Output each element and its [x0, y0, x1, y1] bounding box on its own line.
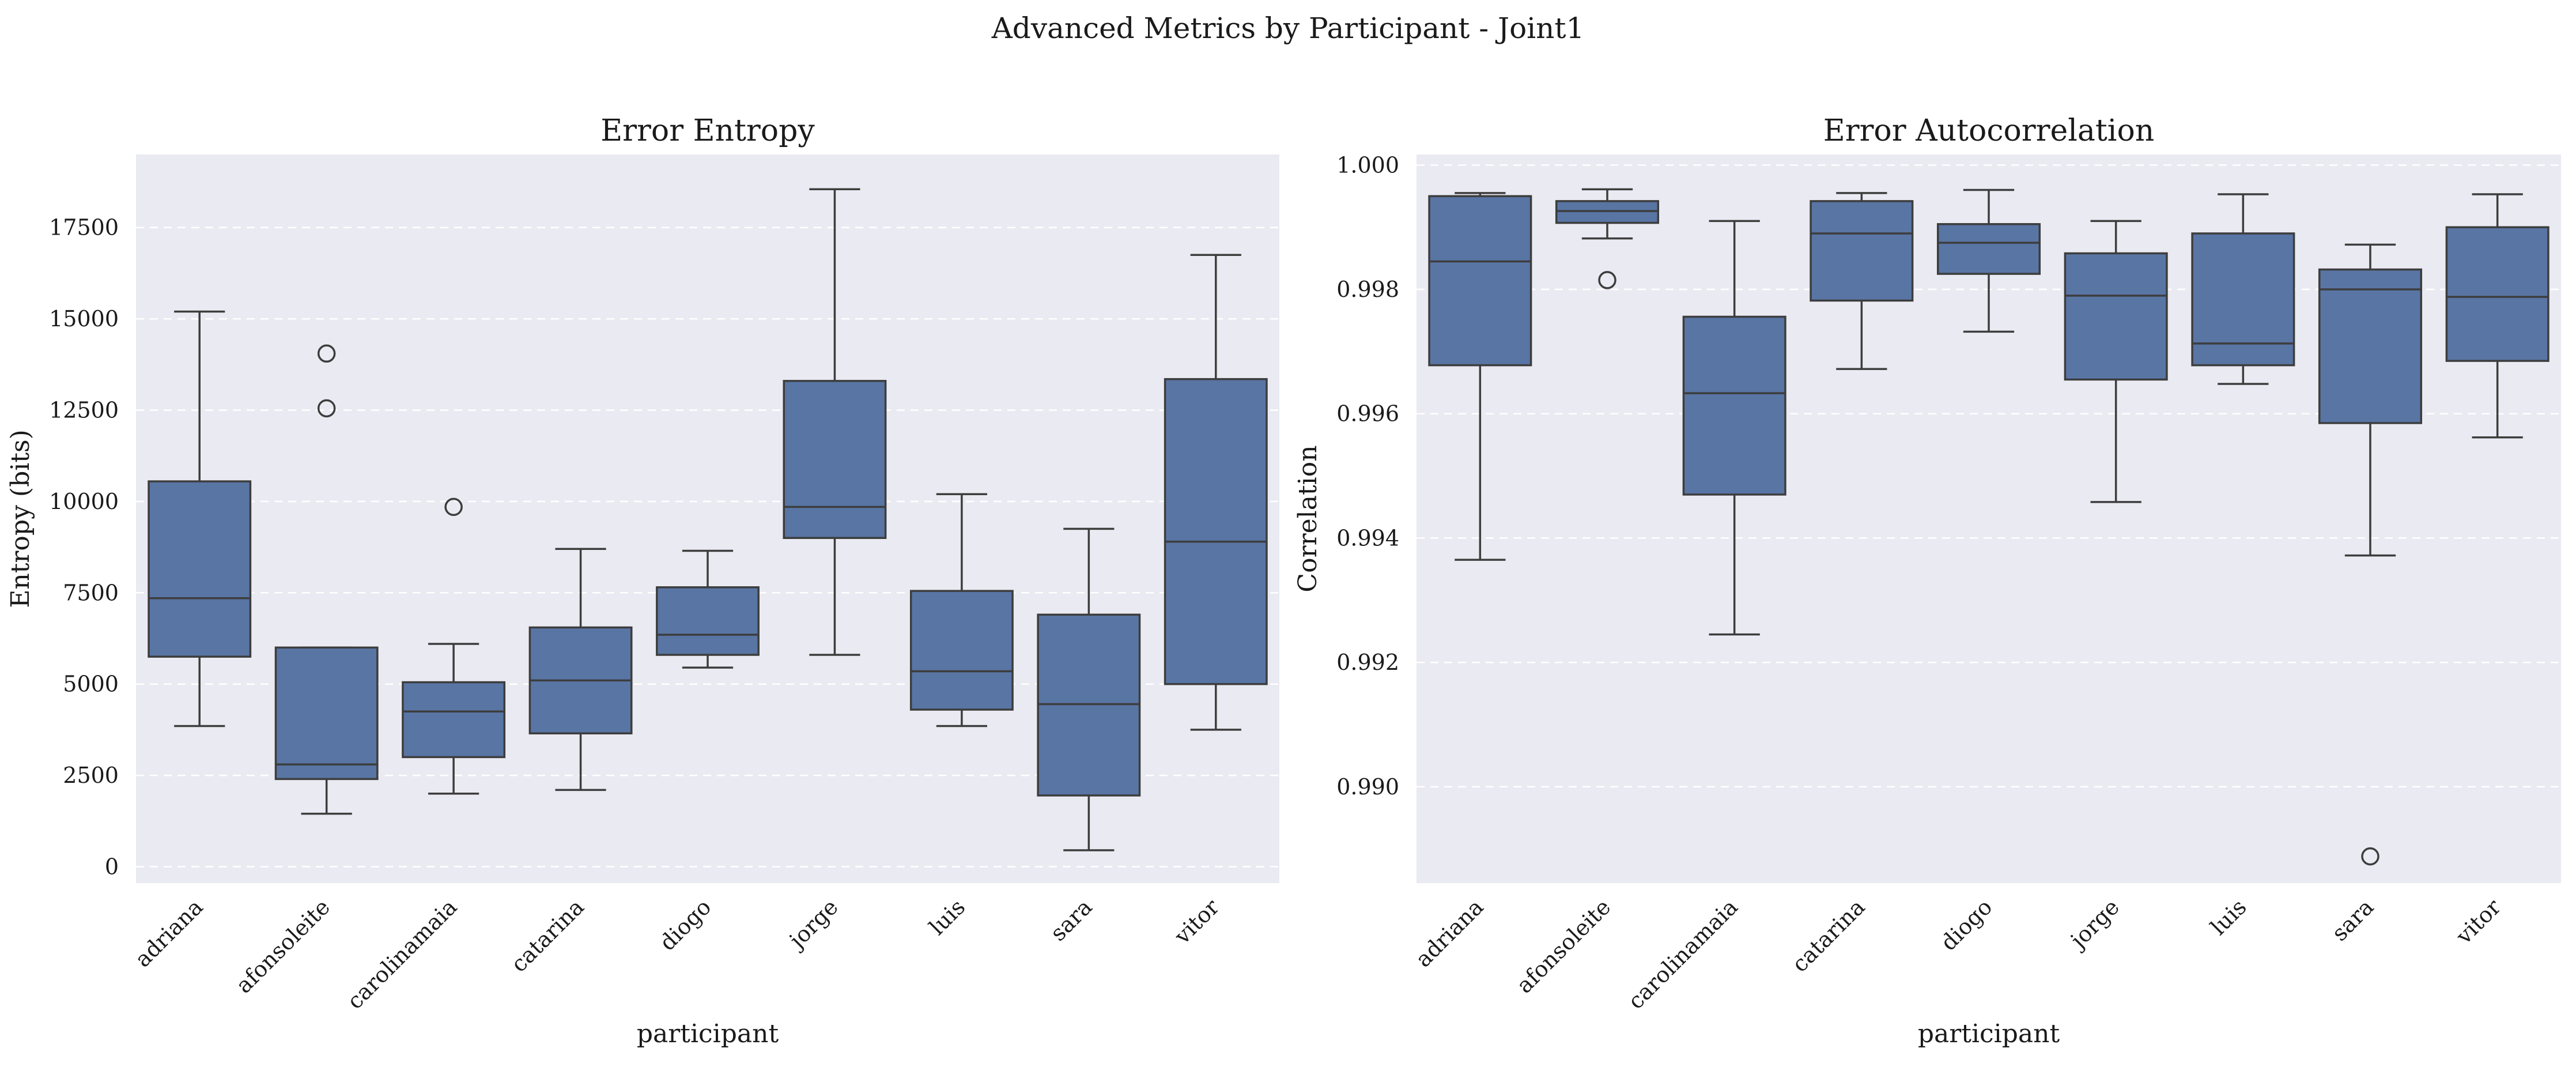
entropy-ytick-label: 5000	[63, 672, 119, 697]
entropy-box-diogo	[656, 549, 760, 669]
outlier-point	[2361, 847, 2379, 866]
autocorr-xtick-label: vitor	[2451, 894, 2506, 949]
entropy-box-vitor	[1164, 254, 1268, 731]
autocorr-ytick-label: 0.996	[1336, 401, 1399, 427]
entropy-xtick-label: carolinamaia	[342, 894, 462, 1014]
entropy-xtick-label: diogo	[655, 894, 716, 955]
autocorr-x-axis-label: participant	[1918, 1019, 2060, 1049]
iqr-box	[2191, 232, 2295, 367]
entropy-ytick-label: 12500	[49, 398, 119, 423]
iqr-box	[274, 646, 379, 781]
autocorr-box-vitor	[2445, 193, 2549, 439]
entropy-ytick-label: 15000	[49, 306, 119, 331]
entropy-box-catarina	[528, 548, 633, 791]
entropy-box-carolinamaia	[402, 497, 506, 795]
autocorr-ytick-label: 1.000	[1336, 152, 1399, 178]
entropy-box-adriana	[148, 310, 252, 727]
entropy-ytick-label: 17500	[49, 215, 119, 240]
entropy-xtick-label: jorge	[783, 894, 843, 954]
iqr-box	[148, 480, 252, 658]
outlier-point	[1598, 271, 1616, 289]
entropy-box-sara	[1037, 527, 1141, 851]
outlier-point	[444, 497, 463, 516]
entropy-y-axis-label: Entropy (bits)	[6, 429, 35, 608]
entropy-xtick-label: adriana	[130, 894, 207, 972]
iqr-box	[2445, 226, 2549, 362]
iqr-box	[783, 380, 887, 540]
autocorr-ytick-label: 0.994	[1336, 525, 1399, 551]
entropy-xtick-label: sara	[1045, 894, 1097, 946]
entropy-box-luis	[909, 493, 1014, 727]
entropy-ytick-label: 0	[105, 854, 119, 879]
autocorrelation-panel: 0.990 0.992 0.994 0.996 0.998 1.000 adriana afo…	[1293, 114, 2561, 1049]
iqr-box	[1428, 195, 1532, 367]
autocorr-xtick-label: afonsoleite	[1512, 894, 1615, 998]
entropy-ytick-label: 7500	[63, 580, 119, 605]
entropy-xtick-label: luis	[924, 894, 970, 940]
iqr-box	[1164, 378, 1268, 685]
entropy-ytick-label: 10000	[49, 489, 119, 514]
entropy-title: Error Entropy	[600, 114, 815, 148]
autocorr-box-carolinamaia	[1682, 220, 1786, 636]
iqr-box	[2318, 268, 2423, 424]
entropy-box-jorge	[783, 188, 887, 656]
autocorr-xtick-label: jorge	[2064, 894, 2124, 954]
autocorr-box-catarina	[1810, 192, 1914, 370]
entropy-panel: 0 2500 5000 7500 10000 12500 15000 17500 adriana…	[6, 114, 1279, 1049]
autocorr-box-diogo	[1936, 188, 2041, 333]
autocorr-box-luis	[2191, 193, 2295, 385]
autocorr-xtick-label: adriana	[1411, 894, 1489, 972]
entropy-xtick-label: vitor	[1169, 894, 1225, 949]
autocorr-y-axis-label: Correlation	[1293, 445, 1323, 592]
autocorr-xtick-label: luis	[2205, 894, 2251, 940]
entropy-box-afonsoleite	[274, 344, 379, 815]
outlier-point	[317, 344, 336, 363]
iqr-box	[1810, 200, 1914, 302]
iqr-box	[2064, 252, 2168, 381]
autocorr-ytick-label: 0.992	[1336, 650, 1399, 675]
autocorr-xtick-label: catarina	[1787, 894, 1870, 977]
outlier-point	[317, 399, 336, 418]
iqr-box	[1936, 223, 2041, 275]
autocorr-xtick-label: carolinamaia	[1623, 894, 1743, 1014]
entropy-ytick-label: 2500	[63, 763, 119, 788]
entropy-xtick-label: catarina	[506, 894, 589, 977]
iqr-box	[656, 586, 760, 656]
autocorr-box-afonsoleite	[1555, 188, 1660, 289]
iqr-box	[1682, 315, 1786, 496]
autocorr-box-jorge	[2064, 220, 2168, 503]
entropy-x-axis-label: participant	[637, 1019, 779, 1049]
autocorr-ytick-label: 0.990	[1336, 774, 1399, 800]
iqr-box	[402, 681, 506, 759]
autocorr-xtick-label: sara	[2327, 894, 2379, 946]
entropy-xtick-label: afonsoleite	[231, 894, 335, 998]
autocorr-title: Error Autocorrelation	[1823, 114, 2155, 148]
figure-suptitle: Advanced Metrics by Participant - Joint1	[991, 12, 1585, 45]
iqr-box	[909, 590, 1014, 711]
autocorr-box-adriana	[1428, 192, 1532, 561]
autocorr-xtick-label: diogo	[1936, 894, 1997, 955]
autocorr-box-sara	[2318, 243, 2423, 866]
autocorr-ytick-label: 0.998	[1336, 277, 1399, 302]
